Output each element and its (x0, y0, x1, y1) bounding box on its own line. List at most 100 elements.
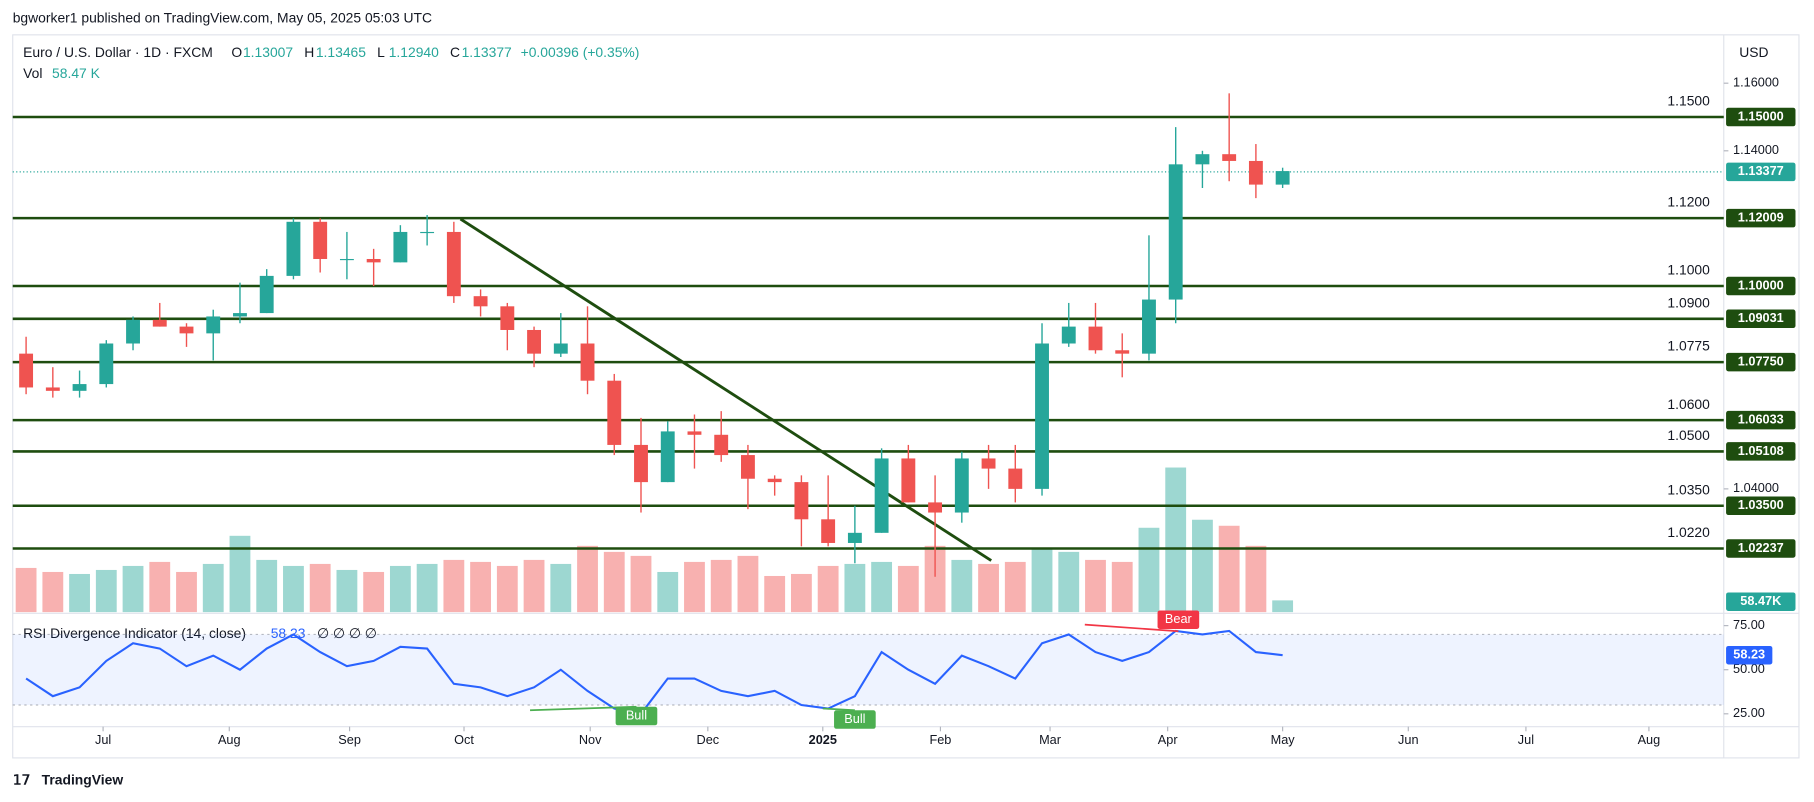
x-tick-label: Dec (697, 732, 720, 747)
volume-bar (1218, 525, 1240, 613)
volume-bar (1272, 600, 1294, 613)
currency: USD (1739, 44, 1768, 60)
volume-bar (710, 559, 732, 613)
rsi-band (12, 634, 1724, 705)
symbol: Euro / U.S. Dollar · 1D · FXCM (23, 44, 213, 60)
ohlc-value: 1.13465 (316, 44, 366, 60)
volume-bar (897, 565, 919, 613)
volume-bar (1192, 519, 1213, 613)
candle-body (99, 343, 114, 385)
candle-body (954, 458, 969, 513)
volume-bar (657, 571, 679, 613)
candle-body (1088, 326, 1103, 351)
candle-body (767, 478, 782, 483)
candle-body (126, 319, 140, 344)
rsi-extra: ∅ ∅ ∅ ∅ (317, 625, 377, 641)
candle-body (981, 458, 996, 469)
ohlc-value: 1.12940 (389, 44, 439, 60)
volume-bar (1111, 561, 1133, 613)
vol-name: Vol (23, 65, 42, 81)
candle-body (1035, 343, 1049, 489)
candle-body (152, 319, 167, 327)
level-axis-box (1726, 309, 1796, 329)
volume-bar (550, 563, 572, 613)
candle-body (607, 380, 622, 445)
volume-bar (15, 567, 37, 613)
candle-body (874, 458, 889, 533)
level-text: 1.1200 (1667, 194, 1710, 210)
volume-bar (470, 561, 491, 613)
level-text: 1.1500 (1667, 93, 1710, 109)
candle-body (366, 258, 381, 263)
level-axis-label: 1.02237 (1738, 540, 1784, 555)
level-axis-box (1726, 208, 1796, 228)
candle-body (901, 458, 916, 503)
candle-body (1248, 160, 1263, 185)
level-axis-box (1726, 107, 1796, 127)
volume-bar (737, 555, 759, 613)
volume-bar (443, 559, 465, 613)
candle-body (473, 296, 488, 307)
candle-body (1008, 468, 1023, 489)
ohlc-key: C (450, 44, 460, 60)
volume-bar (764, 575, 786, 613)
last-price-label: 1.13377 (1738, 163, 1784, 178)
level-axis-label: 1.12009 (1738, 209, 1784, 224)
divergence-label: Bull (626, 707, 647, 722)
volume-bar (416, 563, 438, 613)
candle-body (660, 431, 675, 483)
change: +0.00396 (+0.35%) (521, 44, 640, 60)
candle-body (1195, 154, 1210, 165)
volume-bar (523, 559, 545, 613)
divergence-box (615, 706, 658, 726)
volume-bar (951, 559, 973, 613)
x-tick-label: Apr (1158, 732, 1179, 747)
x-tick-label: Feb (929, 732, 951, 747)
logo: 𝟣𝟩 (13, 772, 31, 788)
divergence-label: Bull (844, 711, 865, 726)
candle-body (286, 221, 301, 276)
candle-body (420, 231, 435, 234)
x-tick-label: Aug (218, 732, 241, 747)
y-tick-label: 1.16000 (1733, 75, 1779, 90)
level-axis-box (1726, 410, 1796, 430)
level-axis-box (1726, 539, 1796, 558)
candle-body (928, 502, 943, 513)
volume-bar (1058, 551, 1080, 613)
candle-body (19, 353, 34, 388)
level-axis-box (1726, 442, 1796, 461)
x-tick-label: Aug (1638, 732, 1661, 747)
y-tick-label: 1.14000 (1733, 142, 1779, 157)
volume-bar (309, 563, 331, 613)
divergence-line (1084, 623, 1179, 633)
volume-bar (1085, 559, 1106, 613)
candle-body (821, 519, 836, 543)
volume-bar (1138, 527, 1160, 613)
level-text: 1.0900 (1667, 294, 1710, 310)
rsi-axis-box (1726, 645, 1773, 665)
level-text: 1.0220 (1667, 524, 1710, 540)
volume-axis-box (1726, 592, 1796, 611)
rsi-tick-label: 50.00 (1733, 661, 1765, 676)
level-axis-box (1726, 496, 1796, 516)
y-tick-label: 1.04000 (1733, 480, 1779, 495)
ohlc-value: 1.13007 (243, 44, 293, 60)
level-axis-label: 1.03500 (1738, 497, 1784, 512)
candle-body (714, 434, 729, 456)
divergence-label: Bear (1165, 611, 1193, 626)
level-text: 1.0600 (1667, 396, 1710, 412)
frame (12, 34, 1800, 759)
level-axis-label: 1.10000 (1738, 277, 1784, 292)
volume-bar (389, 565, 411, 613)
divergence-box (834, 710, 876, 729)
volume-bar (256, 559, 278, 613)
level-text: 1.0350 (1667, 481, 1710, 497)
candle-body (1061, 326, 1076, 344)
volume-bar (42, 571, 64, 613)
level-axis-box (1726, 352, 1796, 372)
x-tick-label: May (1271, 732, 1296, 747)
x-tick-label: Jul (95, 732, 111, 747)
x-tick-label: Jul (1518, 732, 1534, 747)
